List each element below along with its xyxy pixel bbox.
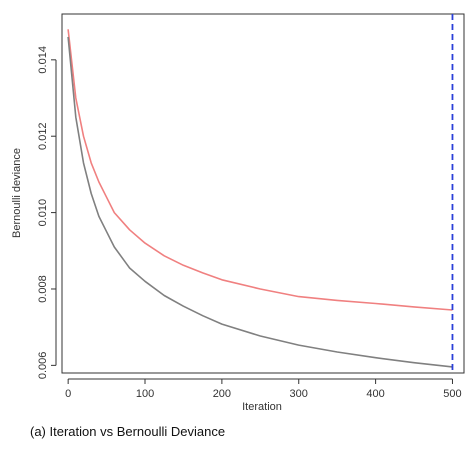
x-tick-label: 500 <box>443 388 461 400</box>
series-layer <box>67 29 453 368</box>
y-tick-label: 0.014 <box>37 46 49 74</box>
x-axis-title: Iteration <box>242 401 282 413</box>
series-line-red <box>67 29 453 311</box>
y-axis-title: Bernoulli deviance <box>11 148 23 238</box>
y-axis: 0.006 0.008 0.010 0.012 0.014 <box>37 46 57 380</box>
x-tick-label: 200 <box>213 388 231 400</box>
x-tick-label: 300 <box>290 388 308 400</box>
x-tick-label: 400 <box>366 388 384 400</box>
x-axis: 0 100 200 300 400 500 <box>65 378 462 400</box>
series-line-gray <box>67 36 453 368</box>
y-tick-label: 0.012 <box>37 122 49 150</box>
x-tick-label: 100 <box>136 388 154 400</box>
y-tick-label: 0.006 <box>37 352 49 380</box>
y-tick-label: 0.008 <box>37 275 49 303</box>
figure-caption: (a) Iteration vs Bernoulli Deviance <box>30 424 226 439</box>
y-tick-label: 0.010 <box>37 199 49 227</box>
plot-frame <box>61 13 465 374</box>
x-tick-label: 0 <box>65 388 71 400</box>
